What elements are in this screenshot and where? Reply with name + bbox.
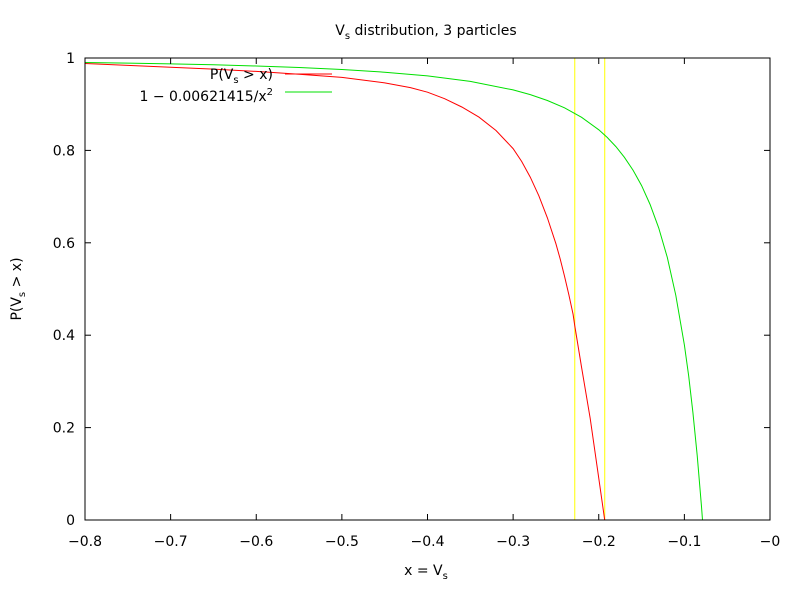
series-line-red (84, 63, 606, 521)
y-axis-label: P(Vs > x) (9, 257, 28, 320)
y-tick-label-3: 0.6 (53, 236, 75, 252)
x-axis-label-subscript: s (443, 571, 448, 582)
legend-label-green: 1 − 0.00621415/x2 (139, 87, 273, 105)
x-axis-label: x = Vs (404, 563, 448, 582)
chart-title: Vs distribution, 3 particles (335, 23, 516, 42)
x-tick-label-0: −0.8 (68, 534, 102, 550)
y-axis-label-subscript: s (17, 292, 28, 297)
x-tick-label-7: −0.1 (667, 534, 701, 550)
y-tick-label-5: 1 (66, 51, 75, 67)
y-tick-label-0: 0 (66, 513, 75, 529)
plot-layer: −0.8 −0.7 −0.6 −0.5 −0.4 −0.3 −0.2 −0.1 −0 0 0.2 0.… (53, 51, 781, 550)
legend-label-red-subscript: s (233, 75, 238, 86)
x-tick-label-8: −0 (760, 534, 781, 550)
y-tick-label-1: 0.2 (53, 421, 75, 437)
y-tick-label-2: 0.4 (53, 328, 75, 344)
x-tick-label-6: −0.2 (582, 534, 616, 550)
x-tick-label-3: −0.5 (325, 534, 359, 550)
x-tick-label-2: −0.6 (239, 534, 273, 550)
legend: P(Vs > x) 1 − 0.00621415/x2 (139, 67, 332, 105)
legend-label-red: P(Vs > x) (210, 67, 273, 86)
legend-label-green-superscript: 2 (267, 87, 273, 98)
x-tick-label-4: −0.4 (411, 534, 445, 550)
chart-title-subscript: s (345, 31, 350, 42)
plot-border (84, 57, 771, 521)
x-tick-label-5: −0.3 (496, 534, 530, 550)
x-tick-label-1: −0.7 (154, 534, 188, 550)
y-tick-label-4: 0.8 (53, 143, 75, 159)
series-line-green (84, 62, 703, 521)
